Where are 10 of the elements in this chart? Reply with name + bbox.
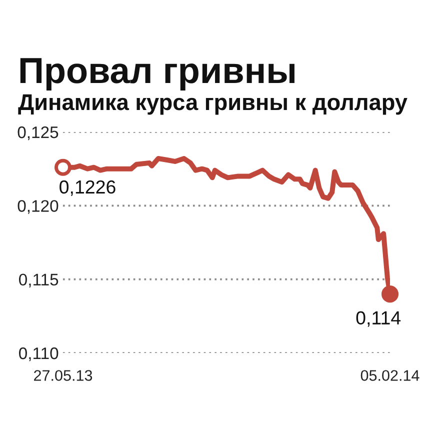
y-tick-label: 0,115 [19, 274, 58, 288]
chart-title: Провал гривны [20, 58, 294, 90]
annotation: 0,114 [356, 311, 401, 327]
annotation: 0,1226 [60, 180, 116, 196]
y-tick-label: 0,120 [18, 200, 58, 214]
y-tick-label: 0,110 [19, 347, 58, 362]
y-tick-label: 0,125 [18, 126, 58, 140]
chart-subtitle: Динамика курса гривны к доллару [18, 94, 408, 115]
x-tick-label: 27.05.13 [34, 370, 92, 381]
x-tick-label: 05.02.14 [360, 370, 420, 381]
